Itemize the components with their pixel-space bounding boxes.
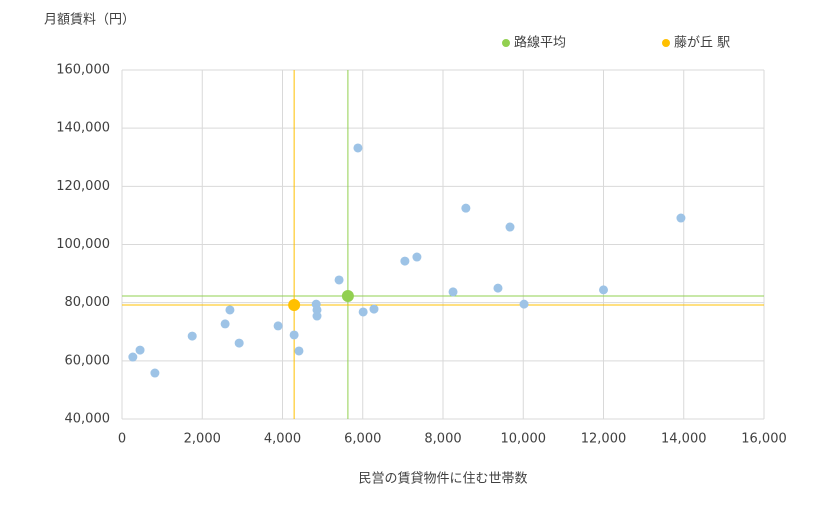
x-tick-label: 16,000 <box>741 432 787 447</box>
data-point <box>599 285 608 295</box>
data-point <box>220 319 230 329</box>
y-tick-label: 100,000 <box>56 237 110 252</box>
data-point <box>519 299 529 309</box>
data-point <box>234 338 244 348</box>
data-point <box>461 203 471 213</box>
data-point <box>225 305 235 315</box>
x-tick-label: 14,000 <box>661 432 707 447</box>
data-point <box>448 287 458 297</box>
data-point <box>312 311 322 321</box>
y-tick-label: 120,000 <box>56 179 110 194</box>
y-tick-label: 60,000 <box>65 353 111 368</box>
legend-label: 路線平均 <box>514 35 566 51</box>
x-tick-label: 6,000 <box>344 432 381 447</box>
data-point <box>273 321 283 331</box>
legend-label: 藤が丘 駅 <box>674 36 730 51</box>
x-tick-label: 8,000 <box>424 432 461 447</box>
data-point <box>150 368 160 378</box>
y-tick-label: 80,000 <box>65 295 111 310</box>
chart-title: 月額賃料（円） <box>44 13 135 28</box>
data-point <box>412 252 422 262</box>
x-tick-label: 4,000 <box>264 432 301 447</box>
data-point <box>334 275 344 285</box>
y-tick-label: 40,000 <box>65 412 111 427</box>
x-tick-label: 2,000 <box>184 432 221 447</box>
data-point <box>353 143 363 153</box>
data-point <box>400 256 410 266</box>
y-tick-label: 160,000 <box>56 63 110 78</box>
data-point <box>493 283 503 293</box>
data-point <box>128 352 138 362</box>
data-point <box>187 331 197 341</box>
data-point <box>294 346 304 356</box>
data-point <box>288 298 301 311</box>
legend-marker <box>662 39 670 47</box>
data-point <box>135 345 145 355</box>
y-tick-label: 140,000 <box>56 121 110 136</box>
data-point <box>358 307 368 317</box>
x-tick-label: 0 <box>118 432 126 447</box>
legend-marker <box>502 39 510 47</box>
x-tick-label: 10,000 <box>501 432 547 447</box>
data-point <box>341 289 354 302</box>
data-point <box>676 213 686 223</box>
x-tick-label: 12,000 <box>581 432 627 447</box>
data-point <box>505 222 515 232</box>
data-point <box>369 304 379 314</box>
data-point <box>289 330 299 340</box>
x-axis-label: 民営の賃貸物件に住む世帯数 <box>358 471 527 487</box>
